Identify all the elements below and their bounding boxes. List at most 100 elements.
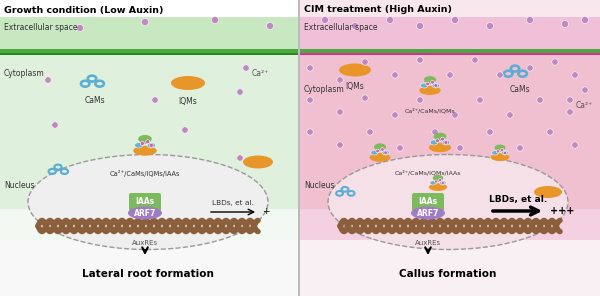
Ellipse shape xyxy=(142,18,149,25)
Ellipse shape xyxy=(339,64,371,76)
Ellipse shape xyxy=(497,72,503,78)
Ellipse shape xyxy=(417,57,423,63)
Ellipse shape xyxy=(487,22,493,30)
Text: IQMs: IQMs xyxy=(179,97,197,106)
Ellipse shape xyxy=(386,17,394,23)
Ellipse shape xyxy=(362,59,368,65)
Text: ARF7: ARF7 xyxy=(134,208,156,218)
Ellipse shape xyxy=(141,139,149,144)
Bar xyxy=(300,52,600,54)
Ellipse shape xyxy=(436,139,439,143)
Ellipse shape xyxy=(28,155,268,250)
Ellipse shape xyxy=(491,153,509,161)
Ellipse shape xyxy=(457,145,463,151)
Bar xyxy=(0,240,300,296)
Ellipse shape xyxy=(439,178,442,182)
Ellipse shape xyxy=(487,129,493,135)
Bar xyxy=(0,52,300,54)
Ellipse shape xyxy=(442,140,450,145)
Ellipse shape xyxy=(147,143,155,148)
Ellipse shape xyxy=(567,109,573,115)
Bar xyxy=(0,17,300,51)
Ellipse shape xyxy=(472,57,478,63)
Ellipse shape xyxy=(266,22,274,30)
Ellipse shape xyxy=(243,155,273,168)
Text: Nucleus: Nucleus xyxy=(304,181,335,191)
Ellipse shape xyxy=(367,129,373,135)
Ellipse shape xyxy=(552,59,558,65)
Text: IQMs: IQMs xyxy=(346,82,364,91)
Ellipse shape xyxy=(517,145,523,151)
Ellipse shape xyxy=(146,140,149,144)
Text: +++: +++ xyxy=(550,206,574,216)
Ellipse shape xyxy=(307,97,313,103)
Ellipse shape xyxy=(382,150,389,155)
Ellipse shape xyxy=(444,141,448,144)
Text: Cytoplasm: Cytoplasm xyxy=(304,86,345,94)
FancyBboxPatch shape xyxy=(129,193,161,211)
Ellipse shape xyxy=(128,207,162,220)
Ellipse shape xyxy=(430,181,436,185)
Text: Ca²⁺: Ca²⁺ xyxy=(252,68,269,78)
Ellipse shape xyxy=(376,149,379,153)
Ellipse shape xyxy=(494,144,505,151)
Text: Extracellular space: Extracellular space xyxy=(4,23,77,33)
Ellipse shape xyxy=(380,148,384,151)
Ellipse shape xyxy=(442,181,445,184)
Text: CaMs: CaMs xyxy=(85,96,106,105)
Ellipse shape xyxy=(562,20,569,28)
FancyBboxPatch shape xyxy=(412,193,444,211)
Ellipse shape xyxy=(376,147,383,152)
Ellipse shape xyxy=(534,186,562,198)
Text: Lateral root formation: Lateral root formation xyxy=(82,269,214,279)
Ellipse shape xyxy=(77,25,83,31)
Ellipse shape xyxy=(138,135,152,143)
Text: IAAs: IAAs xyxy=(418,197,437,207)
Ellipse shape xyxy=(52,122,58,128)
Ellipse shape xyxy=(452,17,458,23)
Ellipse shape xyxy=(500,148,504,152)
Ellipse shape xyxy=(435,178,441,182)
Ellipse shape xyxy=(434,180,437,183)
Ellipse shape xyxy=(430,140,438,145)
Ellipse shape xyxy=(426,82,430,86)
Ellipse shape xyxy=(337,77,343,83)
Ellipse shape xyxy=(502,151,508,155)
Ellipse shape xyxy=(452,112,458,118)
Ellipse shape xyxy=(581,17,589,23)
Bar xyxy=(0,0,300,296)
Bar xyxy=(298,0,300,296)
Ellipse shape xyxy=(424,76,436,83)
Ellipse shape xyxy=(307,65,313,71)
Text: Ca²⁺: Ca²⁺ xyxy=(576,101,593,110)
Ellipse shape xyxy=(243,65,249,71)
Ellipse shape xyxy=(397,145,403,151)
Text: Ca²⁺/CaMs/IQMs: Ca²⁺/CaMs/IQMs xyxy=(404,108,455,113)
Ellipse shape xyxy=(416,22,424,30)
Ellipse shape xyxy=(436,136,444,141)
Ellipse shape xyxy=(392,112,398,118)
Ellipse shape xyxy=(507,112,513,118)
Ellipse shape xyxy=(140,141,144,145)
Ellipse shape xyxy=(434,133,446,140)
Text: CIM treatment (High Auxin): CIM treatment (High Auxin) xyxy=(304,6,452,15)
Ellipse shape xyxy=(496,150,499,153)
Ellipse shape xyxy=(322,17,329,23)
Ellipse shape xyxy=(237,89,243,95)
Ellipse shape xyxy=(419,86,440,95)
Ellipse shape xyxy=(567,97,573,103)
Bar xyxy=(0,54,300,209)
Ellipse shape xyxy=(337,142,343,148)
Ellipse shape xyxy=(431,81,434,84)
Ellipse shape xyxy=(477,97,483,103)
Ellipse shape xyxy=(384,151,388,154)
Text: +: + xyxy=(262,207,269,216)
Ellipse shape xyxy=(429,143,451,152)
Ellipse shape xyxy=(237,155,243,161)
Text: AuxREs: AuxREs xyxy=(415,240,441,246)
Ellipse shape xyxy=(182,127,188,133)
Ellipse shape xyxy=(371,150,378,155)
Ellipse shape xyxy=(307,129,313,135)
Text: Ca²⁺/CaMs/IQMs/IAAs: Ca²⁺/CaMs/IQMs/IAAs xyxy=(110,170,180,177)
Ellipse shape xyxy=(503,151,506,155)
